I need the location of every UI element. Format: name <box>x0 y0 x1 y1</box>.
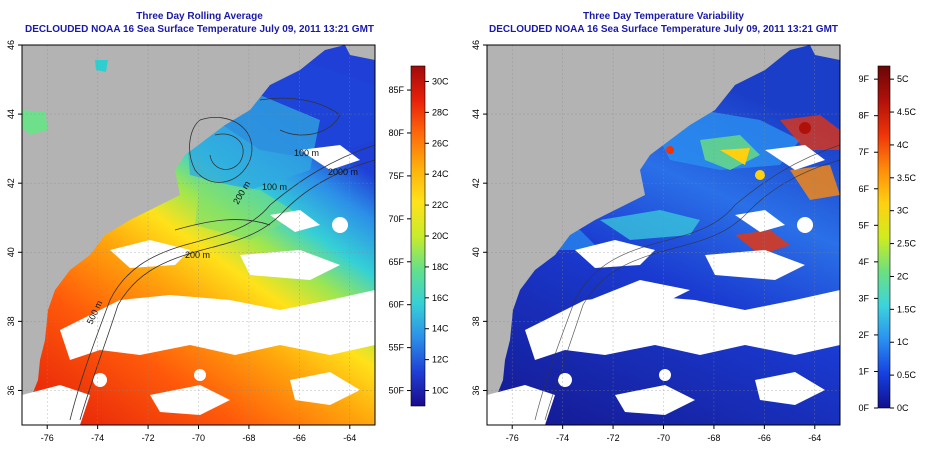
x-tick-label: -72 <box>607 433 620 443</box>
y-tick-label: 38 <box>471 316 481 326</box>
right-title: Three Day Temperature Variability <box>583 11 744 22</box>
contour-label: 100 m <box>294 148 319 158</box>
right-subtitle: DECLOUDED NOAA 16 Sea Surface Temperatur… <box>488 24 839 35</box>
y-tick-label: 36 <box>6 385 16 395</box>
colorbar-celsius-label: 20C <box>432 231 449 241</box>
colorbar-celsius-label: 4.5C <box>897 107 917 117</box>
y-tick-label: 42 <box>471 178 481 188</box>
y-tick-label: 40 <box>6 247 16 257</box>
colorbar-celsius-label: 16C <box>432 293 449 303</box>
colorbar-fahrenheit-label: 4F <box>858 257 869 267</box>
colorbar-fahrenheit-label: 80F <box>388 128 404 138</box>
colorbar-celsius-label: 0C <box>897 403 909 413</box>
colorbar-fahrenheit-label: 8F <box>858 111 869 121</box>
colorbar-celsius-label: 18C <box>432 262 449 272</box>
colorbar-celsius-label: 10C <box>432 386 449 396</box>
left-subtitle: DECLOUDED NOAA 16 Sea Surface Temperatur… <box>24 24 375 35</box>
colorbar-fahrenheit-label: 65F <box>388 257 404 267</box>
y-tick-label: 46 <box>471 40 481 50</box>
colorbar-celsius-label: 1C <box>897 337 909 347</box>
right-map-area <box>487 45 840 425</box>
sst-colorbar <box>410 65 426 407</box>
y-tick-label: 44 <box>6 109 16 119</box>
colorbar-fahrenheit-label: 85F <box>388 85 404 95</box>
colorbar-fahrenheit-label: 5F <box>858 220 869 230</box>
x-tick-label: -68 <box>242 433 255 443</box>
colorbar-fahrenheit-label: 55F <box>388 343 404 353</box>
cloud-mask-left <box>22 145 375 425</box>
x-tick-label: -74 <box>556 433 569 443</box>
colorbar-fahrenheit-label: 6F <box>858 184 869 194</box>
contour-label: 2000 m <box>328 167 358 177</box>
left-title: Three Day Rolling Average <box>136 11 263 22</box>
colorbar-fahrenheit-label: 3F <box>858 293 869 303</box>
x-tick-label: -72 <box>142 433 155 443</box>
contour-label: 200 m <box>185 250 210 260</box>
contour-label: 100 m <box>262 182 287 192</box>
bathymetry-contours-right <box>534 144 840 421</box>
colorbar-celsius-label: 1.5C <box>897 304 917 314</box>
colorbar-celsius-label: 26C <box>432 138 449 148</box>
colorbar-fahrenheit-label: 7F <box>858 147 869 157</box>
colorbar-celsius-label: 0.5C <box>897 370 917 380</box>
colorbar-celsius-label: 22C <box>432 200 449 210</box>
colorbar-celsius-label: 14C <box>432 324 449 334</box>
y-tick-label: 38 <box>6 316 16 326</box>
colorbar-celsius-label: 30C <box>432 76 449 86</box>
x-tick-label: -66 <box>293 433 306 443</box>
colorbar-fahrenheit-label: 50F <box>388 386 404 396</box>
x-tick-label: -76 <box>506 433 519 443</box>
y-tick-label: 44 <box>471 109 481 119</box>
y-tick-label: 42 <box>6 178 16 188</box>
x-tick-label: -64 <box>343 433 356 443</box>
colorbar-celsius-label: 4C <box>897 140 909 150</box>
x-tick-label: -68 <box>707 433 720 443</box>
x-tick-label: -70 <box>657 433 670 443</box>
colorbar-fahrenheit-label: 70F <box>388 214 404 224</box>
colorbar-celsius-label: 3.5C <box>897 173 917 183</box>
colorbar-celsius-label: 2C <box>897 271 909 281</box>
x-tick-label: -76 <box>41 433 54 443</box>
colorbar-celsius-label: 28C <box>432 107 449 117</box>
y-tick-label: 40 <box>471 247 481 257</box>
colorbar-fahrenheit-label: 0F <box>858 403 869 413</box>
x-tick-label: -74 <box>91 433 104 443</box>
cloud-mask-right <box>487 145 840 425</box>
colorbar-celsius-label: 2.5C <box>897 239 917 249</box>
y-tick-label: 36 <box>471 385 481 395</box>
colorbar-fahrenheit-label: 60F <box>388 300 404 310</box>
colorbar-fahrenheit-label: 2F <box>858 330 869 340</box>
colorbar-fahrenheit-label: 1F <box>858 366 869 376</box>
land-mass-left <box>22 45 345 405</box>
land-mass-right <box>487 45 810 405</box>
x-tick-label: -70 <box>192 433 205 443</box>
colorbar-celsius-label: 12C <box>432 355 449 365</box>
colorbar-celsius-label: 5C <box>897 74 909 84</box>
colorbar-celsius-label: 24C <box>432 169 449 179</box>
colorbar-celsius-label: 3C <box>897 206 909 216</box>
x-tick-label: -66 <box>758 433 771 443</box>
colorbar-fahrenheit-label: 9F <box>858 74 869 84</box>
variability-colorbar <box>877 65 891 409</box>
colorbar-fahrenheit-label: 75F <box>388 171 404 181</box>
y-tick-label: 46 <box>6 40 16 50</box>
left-map-area: 100 m 100 m 200 m 2000 m 200 m 500 m <box>22 45 375 425</box>
x-tick-label: -64 <box>808 433 821 443</box>
